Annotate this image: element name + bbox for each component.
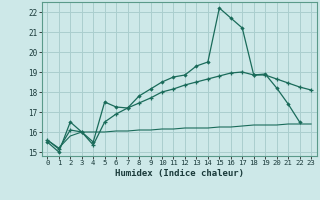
- X-axis label: Humidex (Indice chaleur): Humidex (Indice chaleur): [115, 169, 244, 178]
